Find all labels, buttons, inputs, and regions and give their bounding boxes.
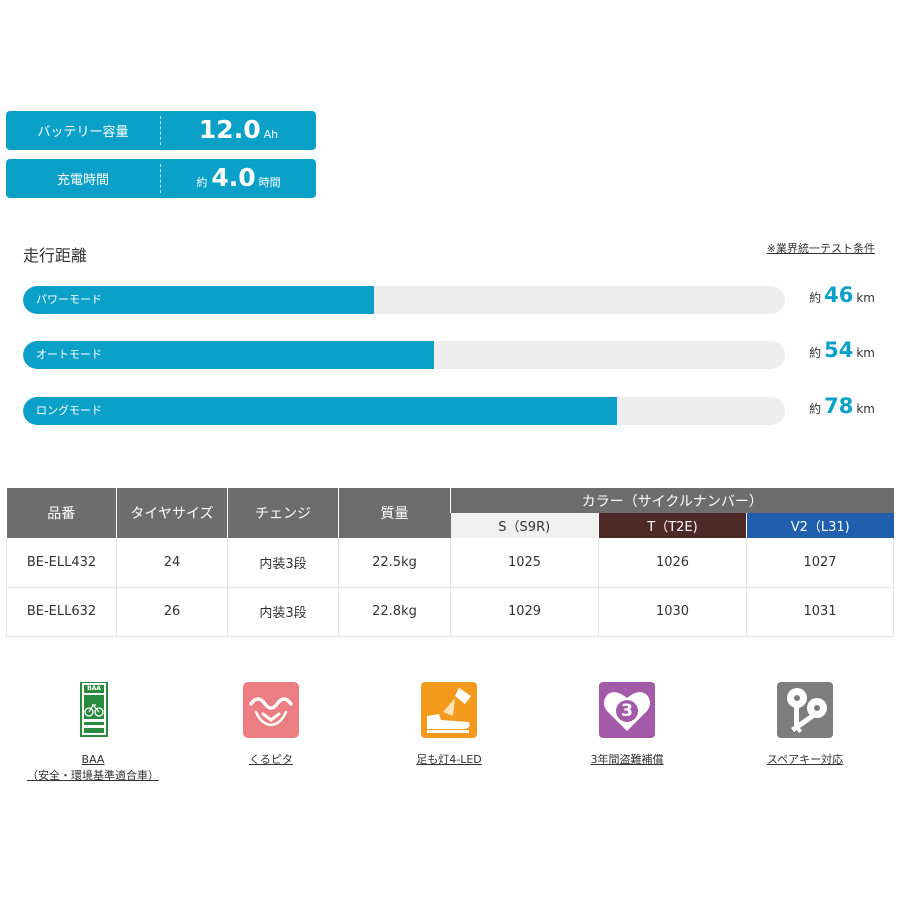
spare-key-icon xyxy=(777,682,833,738)
cell-color-s: 1029 xyxy=(450,587,599,637)
range-value-unit: km xyxy=(856,346,875,360)
header-color-group: カラー（サイクルナンバー） xyxy=(450,488,894,513)
battery-capacity-unit: Ah xyxy=(263,128,279,141)
range-value-unit: km xyxy=(856,402,875,416)
cell-gear: 内装3段 xyxy=(227,587,339,637)
header-tire-size: タイヤサイズ xyxy=(116,488,228,538)
range-value-number: 46 xyxy=(824,283,854,307)
range-title: 走行距離 xyxy=(23,246,88,265)
range-bar-label: オートモード xyxy=(36,348,102,361)
feature-spare-key[interactable]: スペアキー対応 xyxy=(730,682,880,768)
range-bar-track: ロングモード xyxy=(23,397,785,425)
cell-weight: 22.5kg xyxy=(338,538,451,588)
theft-compensation-badge: 3 xyxy=(621,701,633,721)
baa-icon: BAA xyxy=(65,681,121,738)
cell-color-t: 1026 xyxy=(598,538,747,588)
header-weight: 質量 xyxy=(338,488,451,538)
range-value-prefix: 約 xyxy=(809,291,822,305)
charge-time-box: 充電時間 約 4.0 時間 xyxy=(6,159,316,198)
feature-baa[interactable]: BAA BAA （安全・環境基準適合車） xyxy=(18,681,168,784)
battery-capacity-value: 12.0 Ah xyxy=(161,111,316,150)
range-value: 約 78 km xyxy=(785,394,875,418)
test-conditions-link[interactable]: ※業界統一テスト条件 xyxy=(766,242,875,255)
range-value: 約 54 km xyxy=(785,338,875,362)
range-bar-label: ロングモード xyxy=(36,404,102,417)
cell-color-v2: 1027 xyxy=(746,538,894,588)
led-light-icon xyxy=(421,682,477,738)
feature-spare-key-label: スペアキー対応 xyxy=(766,753,844,766)
range-bar-track: パワーモード xyxy=(23,286,785,314)
range-value-number: 78 xyxy=(824,394,854,418)
range-bar-track: オートモード xyxy=(23,341,785,369)
feature-theft-compensation-label: 3年間盗難補償 xyxy=(590,753,664,766)
table-row: BE-ELL632 26 内装3段 22.8kg 1029 1030 1031 xyxy=(6,587,894,637)
range-value-unit: km xyxy=(856,291,875,305)
header-color-s: S（S9R) xyxy=(450,513,599,538)
spec-table: 品番 タイヤサイズ チェンジ 質量 カラー（サイクルナンバー） S（S9R) T… xyxy=(6,488,894,637)
feature-led-label: 足も灯4-LED xyxy=(416,753,482,766)
header-color-v2: V2（L31) xyxy=(746,513,894,538)
range-value-prefix: 約 xyxy=(809,402,822,416)
cell-gear: 内装3段 xyxy=(227,538,339,588)
theft-compensation-icon: 3 xyxy=(599,682,655,738)
header-color-t: T（T2E) xyxy=(598,513,747,538)
range-value: 約 46 km xyxy=(785,283,875,307)
charge-time-value: 約 4.0 時間 xyxy=(161,159,316,198)
feature-baa-caption: BAA （安全・環境基準適合車） xyxy=(18,752,168,784)
cell-model: BE-ELL432 xyxy=(6,538,117,588)
cell-color-v2: 1031 xyxy=(746,587,894,637)
cell-tire: 26 xyxy=(116,587,228,637)
cell-tire: 24 xyxy=(116,538,228,588)
feature-baa-sublabel: （安全・環境基準適合車） xyxy=(27,769,159,782)
divider xyxy=(160,116,161,145)
charge-time-number: 4.0 xyxy=(211,163,256,192)
feature-kurupita-label: くるピタ xyxy=(249,753,293,766)
feature-led[interactable]: 足も灯4-LED xyxy=(374,682,524,768)
battery-capacity-number: 12.0 xyxy=(198,115,261,144)
feature-kurupita[interactable]: くるピタ xyxy=(196,682,346,768)
battery-capacity-label: バッテリー容量 xyxy=(37,125,129,140)
divider xyxy=(160,164,161,193)
cell-color-t: 1030 xyxy=(598,587,747,637)
feature-baa-label: BAA xyxy=(81,753,105,766)
cell-model: BE-ELL632 xyxy=(6,587,117,637)
cell-weight: 22.8kg xyxy=(338,587,451,637)
table-row: BE-ELL432 24 内装3段 22.5kg 1025 1026 1027 xyxy=(6,538,894,588)
battery-capacity-box: バッテリー容量 12.0 Ah xyxy=(6,111,316,150)
range-bar-label: パワーモード xyxy=(36,293,102,306)
range-bar-fill xyxy=(23,341,435,369)
charge-time-label: 充電時間 xyxy=(56,173,109,188)
range-value-number: 54 xyxy=(824,338,854,362)
header-gear: チェンジ xyxy=(227,488,339,538)
range-bar-fill xyxy=(23,286,374,314)
charge-time-unit: 時間 xyxy=(258,176,281,189)
baa-mark-text: BAA xyxy=(87,685,101,692)
range-bar-fill xyxy=(23,397,618,425)
feature-theft-compensation[interactable]: 3 3年間盗難補償 xyxy=(552,682,702,768)
kurupita-icon xyxy=(243,682,299,738)
charge-time-prefix: 約 xyxy=(196,176,208,189)
cell-color-s: 1025 xyxy=(450,538,599,588)
range-value-prefix: 約 xyxy=(809,346,822,360)
header-model: 品番 xyxy=(6,488,117,538)
